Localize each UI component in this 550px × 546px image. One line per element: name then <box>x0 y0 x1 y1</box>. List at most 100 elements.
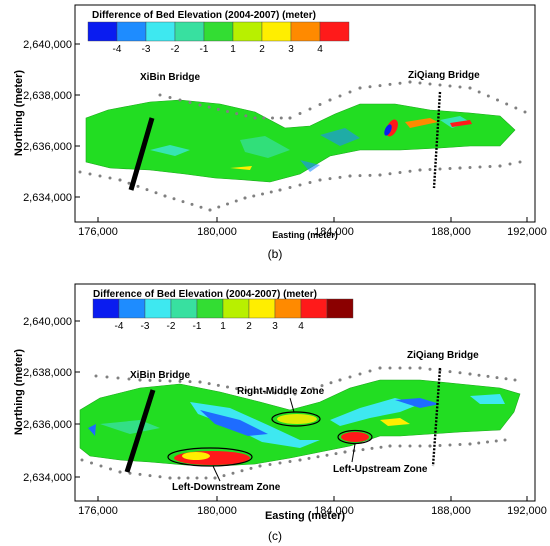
bank-point <box>505 102 509 106</box>
bank-point <box>273 391 277 395</box>
bank-point <box>298 183 302 187</box>
bank-point <box>496 98 499 102</box>
bank-point <box>438 167 442 171</box>
bank-point <box>252 194 256 198</box>
xibin-bridge-c <box>124 389 156 473</box>
bank-point <box>318 103 322 106</box>
legend-swatch <box>300 298 328 319</box>
channel-c-2 <box>330 398 420 426</box>
bank-point <box>222 474 226 478</box>
bank-point <box>448 84 452 88</box>
bank-point <box>348 174 352 178</box>
bank-point <box>325 453 329 457</box>
legend-tick-label: 4 <box>317 44 323 55</box>
bank-point <box>408 444 412 448</box>
legend-swatch <box>248 298 276 319</box>
bank-point <box>458 166 462 170</box>
legend-swatch <box>326 298 354 319</box>
bank-point <box>318 178 322 182</box>
bank-point <box>378 173 382 177</box>
bank-point <box>249 466 253 470</box>
bank-point <box>448 443 452 447</box>
bank-point <box>428 367 432 371</box>
panel-b: Difference of Bed Elevation (2004-2007) … <box>13 4 547 261</box>
bank-point <box>278 461 282 465</box>
patch-b-3 <box>320 128 360 146</box>
legend-swatch <box>118 298 146 319</box>
legend-tick-label: 4 <box>298 321 304 332</box>
bank-point <box>368 173 372 177</box>
bank-point <box>207 105 211 109</box>
bank-point <box>348 375 352 379</box>
bank-point <box>523 110 527 114</box>
bank-point <box>298 112 302 115</box>
bank-point <box>158 379 162 383</box>
legend-tick-label: -1 <box>193 321 202 332</box>
bank-point <box>513 378 517 382</box>
legend-swatch <box>196 298 224 319</box>
bank-point <box>494 439 498 443</box>
y-axis-b: 2,640,000 2,638,000 2,636,000 2,634,000 <box>23 39 80 204</box>
bank-point <box>154 191 158 195</box>
bank-point <box>288 460 292 463</box>
bank-point <box>478 165 482 169</box>
bank-point <box>98 174 102 178</box>
y-tick-label: 2,634,000 <box>23 192 72 204</box>
bank-point <box>408 366 412 370</box>
bank-point <box>343 450 347 454</box>
bank-point <box>253 116 257 120</box>
patch-b-1 <box>150 145 190 156</box>
bank-point <box>226 202 229 206</box>
deposition-spot-b-3 <box>450 120 472 127</box>
bank-point <box>235 387 239 391</box>
bank-point <box>448 167 452 170</box>
bank-point <box>358 372 362 376</box>
x-tick-label: 180,000 <box>197 226 237 238</box>
legend-swatch <box>274 298 302 319</box>
erosion-spot-b-1 <box>384 124 392 136</box>
arrow-right-middle-zone <box>289 397 295 413</box>
bank-point <box>388 444 392 448</box>
bank-point <box>105 375 109 379</box>
bank-point <box>428 444 432 448</box>
legend-colorbar-b: -4 -3 -2 -1 1 2 3 4 <box>87 21 350 55</box>
bank-point <box>190 202 194 206</box>
bank-points-c <box>80 366 517 480</box>
bank-point <box>438 444 442 447</box>
annotation-left-upstream-zone: Left-Upstream Zone <box>333 464 428 475</box>
legend-swatch <box>87 21 118 42</box>
bank-point <box>208 208 212 212</box>
bank-point <box>127 377 131 381</box>
bank-point <box>368 85 372 89</box>
x-tick-label: 176,000 <box>78 226 118 238</box>
annotation-left-downstream-zone: Left-Downstream Zone <box>172 482 281 493</box>
bank-point <box>88 172 92 176</box>
bank-point <box>186 476 190 480</box>
erosion-c-1 <box>200 410 268 436</box>
zone-outline-left-upstream <box>337 429 373 445</box>
y-tick-label: 2,638,000 <box>23 90 72 102</box>
bank-point <box>408 80 412 84</box>
river-surface-b <box>85 99 516 183</box>
y-tick-label: 2,640,000 <box>23 39 72 51</box>
bank-point <box>358 174 362 178</box>
deposition-spot-b-2 <box>405 118 438 128</box>
legend-title-c: Difference of Bed Elevation (2004-2007) … <box>93 289 317 300</box>
bank-point <box>243 196 247 200</box>
legend-tick-label: -4 <box>113 44 122 55</box>
bank-point <box>172 197 176 201</box>
bank-point <box>168 476 172 480</box>
bank-point <box>216 383 220 387</box>
bank-point <box>438 83 442 87</box>
bank-point <box>388 82 392 86</box>
bank-point <box>231 471 235 475</box>
bank-point <box>358 86 362 90</box>
bank-point <box>288 116 292 120</box>
legend-swatch <box>232 21 263 42</box>
bank-point <box>283 392 287 395</box>
bank-point <box>138 378 142 382</box>
legend-swatch <box>116 21 147 42</box>
bank-point <box>258 464 262 468</box>
legend-tick-label: 2 <box>259 44 265 55</box>
x-axis-label-c: Easting (meter) <box>265 510 345 522</box>
